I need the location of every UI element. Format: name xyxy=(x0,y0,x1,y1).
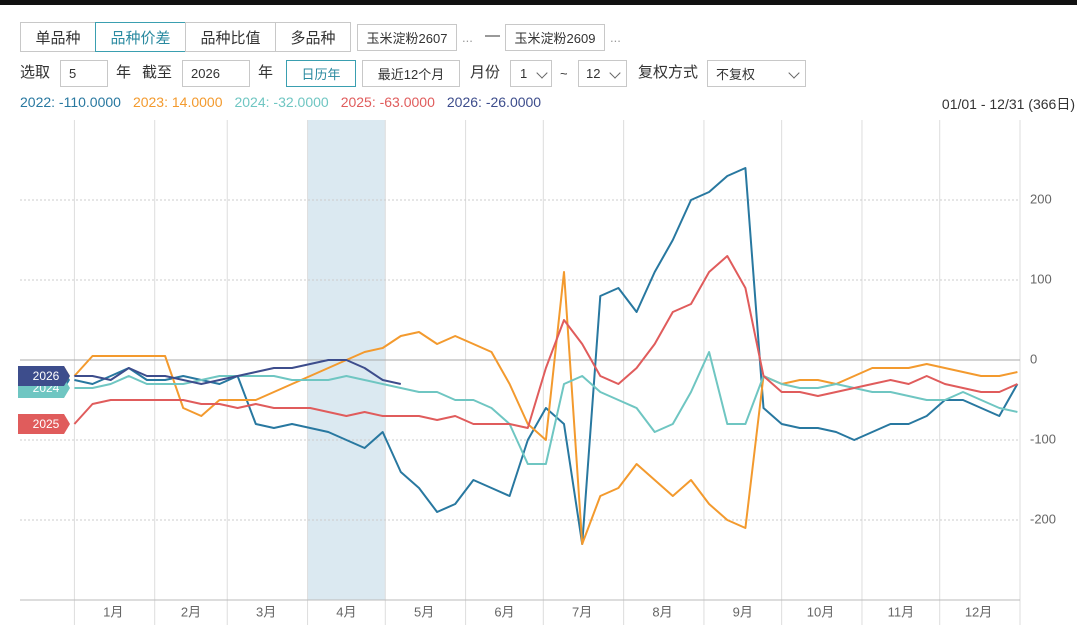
adjust-select[interactable]: 不复权 xyxy=(707,60,806,87)
tag-label: 2025 xyxy=(33,417,60,431)
more[interactable]: ... xyxy=(462,30,473,45)
y-tick-label: 100 xyxy=(1030,271,1052,286)
tab[interactable]: 单品种 xyxy=(20,22,96,52)
y-tick-label: 0 xyxy=(1030,351,1037,366)
legend-item[interactable]: 2026: -26.0000 xyxy=(446,94,542,110)
x-tick-label: 7月 xyxy=(572,604,592,619)
series-line xyxy=(74,167,1019,545)
label: 复权方式 xyxy=(638,64,699,81)
label: 月份 xyxy=(470,64,501,81)
tab[interactable]: 品种比值 xyxy=(185,22,276,52)
x-tick-label: 3月 xyxy=(256,604,276,619)
range-label: 01/01 - 12/31 (366日) xyxy=(941,96,1075,112)
series-tag: 2026 xyxy=(18,366,70,386)
contract-input[interactable]: 玉米淀粉2607 xyxy=(357,24,457,51)
tilde: ~ xyxy=(560,66,568,81)
x-tick-label: 6月 xyxy=(494,604,514,619)
years-input[interactable]: 5 xyxy=(60,60,108,87)
tag-shape xyxy=(18,414,70,434)
tab[interactable]: 多品种 xyxy=(275,22,351,52)
y-tick-label: -100 xyxy=(1030,431,1056,446)
x-tick-label: 12月 xyxy=(965,604,992,619)
tag-shape xyxy=(18,366,70,386)
dash: — xyxy=(485,27,500,44)
tag-label: 2026 xyxy=(33,369,60,383)
x-tick-label: 9月 xyxy=(733,604,753,619)
label: 选取 xyxy=(20,64,51,81)
x-tick-label: 11月 xyxy=(888,604,915,619)
month-select[interactable]: 1 xyxy=(510,60,552,87)
x-tick-label: 4月 xyxy=(336,604,356,619)
label: 年 xyxy=(258,64,274,81)
legend-item[interactable]: 2025: -63.0000 xyxy=(340,94,435,110)
year-input[interactable]: 2026 xyxy=(182,60,250,87)
y-tick-label: -200 xyxy=(1030,511,1056,526)
x-tick-label: 2月 xyxy=(181,604,201,619)
y-tick-label: 200 xyxy=(1030,191,1052,206)
value: 1 xyxy=(520,66,528,81)
top-bar xyxy=(0,0,1077,5)
recent-button[interactable]: 最近12个月 xyxy=(362,60,460,87)
x-tick-label: 8月 xyxy=(652,604,672,619)
series-tag: 2025 xyxy=(18,414,70,434)
series-line xyxy=(74,359,402,385)
x-tick-label: 5月 xyxy=(414,604,434,619)
value: 12 xyxy=(586,66,601,81)
value: 不复权 xyxy=(716,67,756,82)
legend-item[interactable]: 2022: -110.0000 xyxy=(20,94,121,110)
series-line xyxy=(74,351,1018,465)
contract-input[interactable]: 玉米淀粉2609 xyxy=(505,24,605,51)
legend: 2022: -110.0000 2023: 14.0000 2024: -32.00… xyxy=(20,94,541,110)
label: 年 xyxy=(116,64,132,81)
series-line xyxy=(73,255,1018,429)
series-line xyxy=(73,271,1018,545)
legend-item[interactable]: 2024: -32.0000 xyxy=(234,94,329,110)
x-tick-label: 10月 xyxy=(807,604,834,619)
x-tick-label: 1月 xyxy=(103,604,123,619)
calendar-year-button[interactable]: 日历年 xyxy=(286,60,356,87)
month-select[interactable]: 12 xyxy=(578,60,627,87)
label: 截至 xyxy=(142,64,173,81)
more[interactable]: ... xyxy=(610,30,621,45)
tab[interactable]: 品种价差 xyxy=(95,22,186,52)
legend-item[interactable]: 2023: 14.0000 xyxy=(132,94,223,110)
